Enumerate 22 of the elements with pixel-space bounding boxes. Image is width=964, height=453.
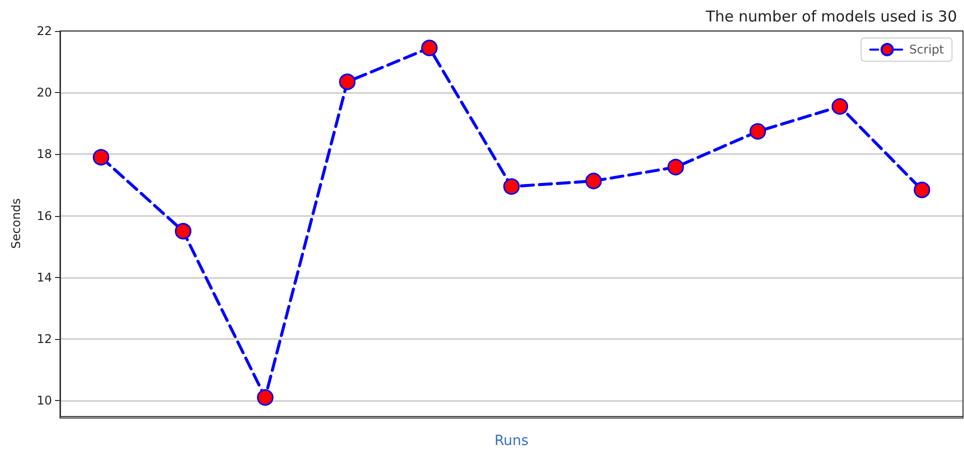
y-tick-label: 20: [36, 86, 52, 100]
point: [585, 172, 602, 190]
y-tick-label: 22: [36, 24, 52, 38]
point: [750, 123, 766, 140]
y-tick-label: 16: [36, 208, 52, 223]
point: [503, 178, 520, 195]
chart-title: The number of models used is 30: [704, 8, 958, 26]
point: [339, 74, 356, 90]
point: [421, 40, 438, 56]
point: [914, 182, 930, 198]
legend-label: Script: [909, 42, 944, 57]
y-tick-label: 12: [36, 332, 52, 346]
point: [174, 222, 192, 240]
point: [256, 389, 274, 406]
point: [667, 158, 684, 176]
y-tick-label: 10: [36, 394, 52, 408]
y-tick-label: 14: [36, 270, 52, 284]
point: [92, 149, 110, 166]
x-axis-title: Runs: [494, 433, 529, 449]
point: [832, 98, 848, 115]
y-axis-title: Seconds: [9, 198, 23, 249]
y-tick-label: 18: [36, 147, 52, 162]
